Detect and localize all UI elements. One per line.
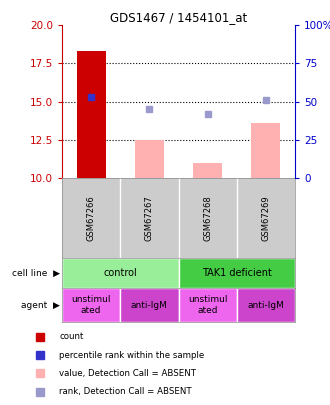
Bar	[251, 123, 280, 178]
Text: GSM67266: GSM67266	[86, 195, 96, 241]
Text: GSM67267: GSM67267	[145, 195, 154, 241]
Text: control: control	[103, 268, 137, 278]
Text: agent  ▶: agent ▶	[21, 301, 60, 309]
Bar	[77, 51, 106, 178]
Bar	[179, 258, 295, 288]
Bar	[62, 288, 120, 322]
Bar	[120, 288, 179, 322]
Bar	[135, 140, 164, 178]
Text: anti-IgM: anti-IgM	[131, 301, 168, 309]
Text: cell line  ▶: cell line ▶	[12, 269, 60, 277]
Text: percentile rank within the sample: percentile rank within the sample	[59, 351, 205, 360]
Text: unstimul
ated: unstimul ated	[71, 295, 111, 315]
Text: anti-IgM: anti-IgM	[248, 301, 284, 309]
Bar	[237, 288, 295, 322]
Text: rank, Detection Call = ABSENT: rank, Detection Call = ABSENT	[59, 387, 192, 396]
Text: count: count	[59, 333, 84, 341]
Text: unstimul
ated: unstimul ated	[188, 295, 227, 315]
Text: TAK1 deficient: TAK1 deficient	[202, 268, 272, 278]
Title: GDS1467 / 1454101_at: GDS1467 / 1454101_at	[110, 11, 247, 24]
Text: GSM67268: GSM67268	[203, 195, 212, 241]
Text: GSM67269: GSM67269	[261, 195, 270, 241]
Bar	[179, 288, 237, 322]
Bar	[193, 163, 222, 178]
Text: value, Detection Call = ABSENT: value, Detection Call = ABSENT	[59, 369, 196, 378]
Bar	[62, 258, 179, 288]
